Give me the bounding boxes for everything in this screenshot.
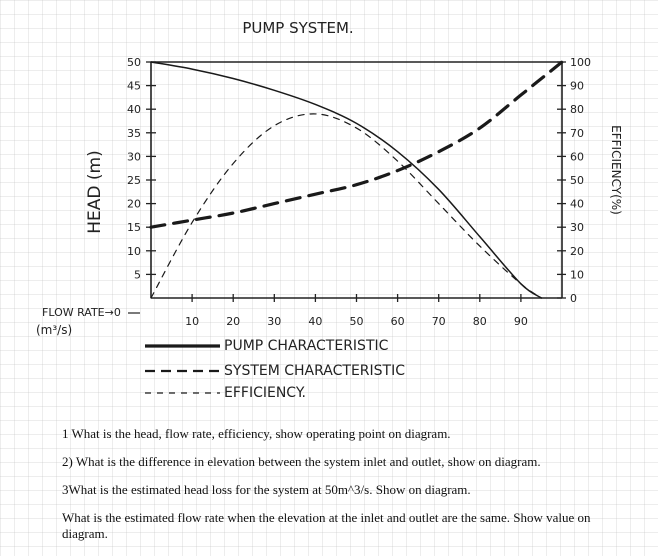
- y-tick-label-left: 40: [127, 103, 141, 116]
- x-tick-label: 30: [267, 315, 281, 328]
- y-tick-label-left: 5: [134, 268, 141, 281]
- y-tick-label-left: 30: [127, 150, 141, 163]
- x-tick-label: 20: [226, 315, 240, 328]
- y-tick-label-left: 45: [127, 80, 141, 93]
- question-4: What is the estimated flow rate when the…: [62, 510, 591, 541]
- series-layer: [149, 60, 564, 299]
- question-2: 2) What is the difference in elevation b…: [62, 454, 541, 469]
- x-tick-label: 80: [473, 315, 487, 328]
- y-tick-label-left: 20: [127, 198, 141, 211]
- y-tick-label-left: 35: [127, 127, 141, 140]
- x-tick-label: 10: [185, 315, 199, 328]
- x-axis-label: FLOW RATE→0: [42, 306, 121, 319]
- series-line-3: [150, 113, 543, 299]
- y-tick-label-left: 25: [127, 174, 141, 187]
- y-tick-label-right: 60: [570, 150, 584, 163]
- x-tick-label: 50: [350, 315, 364, 328]
- y-tick-label-left: 10: [127, 245, 141, 258]
- y-tick-label-right: 50: [570, 174, 584, 187]
- x-tick-label: 60: [391, 315, 405, 328]
- y-tick-label-right: 100: [570, 56, 591, 69]
- y-tick-label-right: 30: [570, 221, 584, 234]
- legend-label: SYSTEM CHARACTERISTIC: [224, 363, 405, 379]
- legend-label: EFFICIENCY.: [224, 385, 306, 401]
- question-3: 3What is the estimated head loss for the…: [62, 482, 471, 497]
- y-tick-label-right: 10: [570, 268, 584, 281]
- questions-block: 1 What is the head, flow rate, efficienc…: [62, 426, 622, 554]
- axes: 5 10 15 20 25 30 35 40 45 50 0 10 20 30 40 50 60 70 80 90 10…: [127, 56, 591, 328]
- y-axis-label-left: HEAD (m): [85, 150, 105, 233]
- chart-title: PUMP SYSTEM.: [242, 19, 353, 37]
- y-tick-label-right: 70: [570, 127, 584, 140]
- x-tick-label: 40: [308, 315, 322, 328]
- y-tick-label-right: 90: [570, 80, 584, 93]
- y-tick-label-right: 0: [570, 292, 577, 305]
- y-tick-label-right: 20: [570, 245, 584, 258]
- y-tick-label-right: 80: [570, 103, 584, 116]
- y-tick-label-right: 40: [570, 198, 584, 211]
- legend: PUMP CHARACTERISTIC SYSTEM CHARACTERISTIC…: [145, 338, 405, 401]
- pump-system-chart: PUMP SYSTEM. HEAD (m) EFFICIENCY(%) FLOW…: [36, 19, 623, 401]
- x-tick-label: 90: [514, 315, 528, 328]
- y-tick-label-left: 50: [127, 56, 141, 69]
- y-axis-label-right: EFFICIENCY(%): [609, 125, 623, 215]
- x-tick-label: 70: [432, 315, 446, 328]
- legend-label: PUMP CHARACTERISTIC: [224, 338, 389, 354]
- series-line-1: [150, 61, 543, 299]
- series-line-2: [149, 60, 564, 229]
- question-1: 1 What is the head, flow rate, efficienc…: [62, 426, 451, 441]
- y-tick-label-left: 15: [127, 221, 141, 234]
- x-axis-units: (m³/s): [36, 323, 72, 337]
